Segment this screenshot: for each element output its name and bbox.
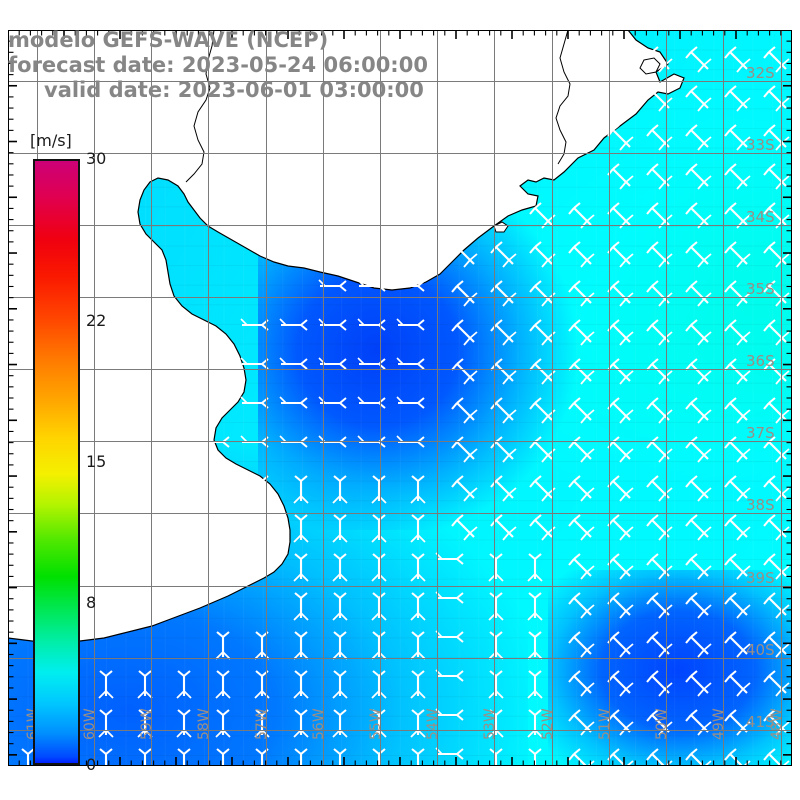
longitude-label: 53W: [482, 708, 499, 740]
longitude-label: 49W: [711, 708, 728, 740]
longitude-label: 54W: [425, 708, 442, 740]
axis-ticks-left: [8, 30, 17, 766]
colorbar-gradient: [33, 159, 80, 765]
colorbar-tick-label: 15: [86, 452, 107, 471]
land-mask-and-coastline: [8, 30, 792, 766]
longitude-label: 50W: [654, 708, 671, 740]
landmass-fill: [8, 30, 684, 642]
longitude-label: 59W: [139, 708, 156, 740]
inland-river-north: [185, 30, 215, 183]
colorbar-tick-label: 8: [86, 593, 97, 613]
longitude-label: 51W: [596, 708, 613, 740]
longitude-label: 55W: [367, 708, 384, 740]
latitude-label: 39S: [746, 568, 775, 587]
coastline-path: [8, 30, 685, 643]
colorbar-tick-label: 22: [86, 310, 107, 330]
axis-ticks-top: [8, 30, 792, 39]
latitude-label: 33S: [746, 135, 775, 154]
latitude-label: 35S: [746, 279, 775, 298]
inland-river-northeast: [555, 30, 571, 165]
axis-ticks-bottom: [8, 757, 792, 766]
latitude-label: 37S: [746, 424, 775, 443]
longitude-label: 57W: [253, 708, 270, 740]
map-plot-area[interactable]: [8, 30, 792, 766]
latitude-label: 32S: [746, 63, 775, 82]
colorbar-tick-label: 30: [86, 149, 107, 168]
colorbar-unit-label: [m/s]: [30, 131, 72, 150]
longitude-label: 52W: [539, 708, 556, 740]
axis-ticks-right: [783, 30, 792, 766]
longitude-label: 58W: [196, 708, 213, 740]
latitude-label: 34S: [746, 207, 775, 226]
longitude-label: 56W: [310, 708, 327, 740]
latitude-label: 40S: [746, 640, 775, 659]
latitude-label: 36S: [746, 352, 775, 371]
longitude-label: 60W: [81, 708, 98, 740]
coastal-bay-notch: [493, 221, 509, 233]
colorbar-tick-label: 0: [86, 755, 97, 774]
latitude-label: 38S: [746, 496, 775, 515]
